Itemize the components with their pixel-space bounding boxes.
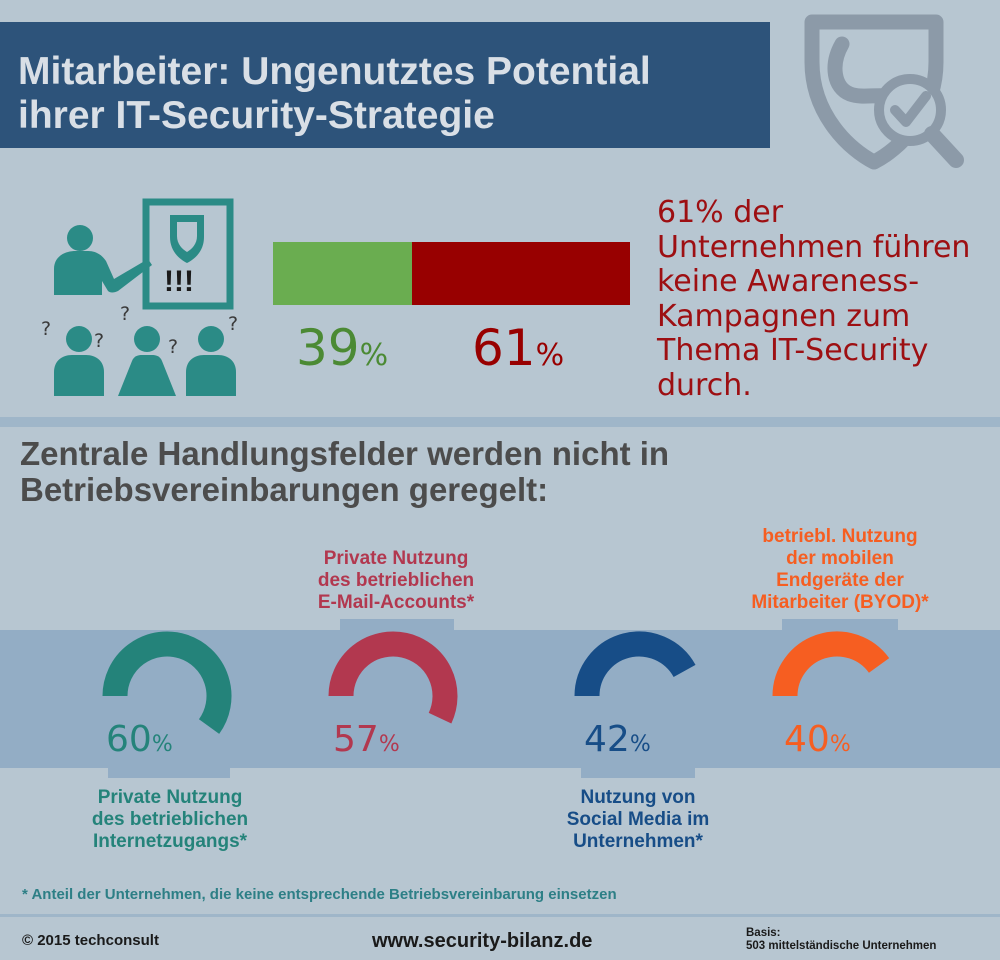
label-line: Nutzung von: [580, 787, 696, 808]
label-line: des betrieblichen: [317, 570, 475, 591]
donut-value-unit: %: [629, 732, 651, 757]
label-line: Private Nutzung: [97, 787, 243, 808]
presentation-icon: !!! ? ? ? ? ?: [41, 198, 238, 396]
awareness-bar-no-segment: [412, 242, 630, 305]
donut-value-2: 42%: [584, 720, 651, 765]
copyright: © 2015 techconsult: [22, 932, 159, 949]
donut-value-unit: %: [829, 732, 851, 757]
donut-value-unit: %: [378, 732, 400, 757]
question-mark-1: ?: [41, 318, 51, 340]
label-line: Mitarbeiter (BYOD)*: [751, 592, 929, 613]
awareness-bar-yes-segment: [273, 242, 412, 305]
label-line: der mobilen: [786, 548, 894, 569]
page-title: Mitarbeiter: Ungenutztes Potential ihrer…: [18, 50, 758, 138]
label-line: des betrieblichen: [91, 809, 249, 830]
section-divider: [0, 417, 1000, 427]
label-line: betriebl. Nutzung: [762, 526, 918, 547]
donut-value-unit: %: [151, 732, 173, 757]
band-tab-1: [108, 766, 230, 778]
donut-label-internet: Private Nutzung des betrieblichen Intern…: [60, 787, 280, 853]
donut-1: [328, 631, 458, 724]
label-line: Unternehmen*: [573, 831, 703, 852]
awareness-no-percent: 61%: [472, 320, 564, 384]
awareness-yes-percent: 39%: [296, 320, 388, 384]
website-link[interactable]: www.security-bilanz.de: [372, 930, 593, 952]
donut-value-1: 57%: [333, 720, 400, 765]
band-tab-4: [782, 619, 898, 631]
basis-note: Basis: 503 mittelständische Unternehmen: [746, 927, 936, 953]
section-heading-line-2: Betriebsvereinbarungen geregelt:: [20, 471, 549, 508]
awareness-no-unit: %: [535, 338, 565, 373]
section-heading: Zentrale Handlungsfelder werden nicht in…: [20, 436, 920, 508]
donut-arc-2: [574, 631, 696, 697]
question-mark-2: ?: [120, 303, 130, 325]
donut-0: [102, 631, 232, 734]
board-exclamation-text: !!!: [164, 265, 194, 298]
page-title-line-2: ihrer IT-Security-Strategie: [18, 94, 495, 137]
label-line: Social Media im: [566, 809, 710, 830]
question-mark-3: ?: [94, 330, 104, 352]
donut-2: [574, 631, 696, 697]
footnote: * Anteil der Unternehmen, die keine ents…: [22, 886, 617, 903]
question-mark-4: ?: [168, 336, 178, 358]
footer-divider: [0, 914, 1000, 917]
title-banner: Mitarbeiter: Ungenutztes Potential ihrer…: [0, 22, 770, 148]
donut-arc-0: [102, 631, 232, 734]
question-mark-5: ?: [228, 313, 238, 335]
basis-text: 503 mittelständische Unternehmen: [746, 940, 937, 952]
donut-value-number: 60: [106, 719, 152, 760]
donut-label-byod: betriebl. Nutzung der mobilen Endgeräte …: [720, 526, 960, 614]
awareness-yes-unit: %: [359, 338, 389, 373]
awareness-statement: 61% der Unternehmen führen keine Awarene…: [657, 195, 971, 403]
donut-value-number: 57: [333, 719, 379, 760]
awareness-yes-value: 39: [296, 319, 360, 377]
shield-magnifier-icon: [804, 14, 964, 170]
donut-value-3: 40%: [784, 720, 851, 765]
label-line: Internetzugangs*: [92, 831, 248, 852]
donut-value-number: 40: [784, 719, 830, 760]
donut-arc-3: [772, 631, 890, 697]
label-line: Endgeräte der: [776, 570, 904, 591]
page-title-line-1: Mitarbeiter: Ungenutztes Potential: [18, 50, 651, 93]
band-tab-3: [581, 766, 695, 778]
donut-label-email: Private Nutzung des betrieblichen E-Mail…: [286, 548, 506, 614]
awareness-no-value: 61: [472, 319, 536, 377]
donut-3: [772, 631, 890, 697]
label-line: Private Nutzung: [323, 548, 469, 569]
donut-label-social-media: Nutzung von Social Media im Unternehmen*: [528, 787, 748, 853]
donut-value-number: 42: [584, 719, 630, 760]
label-line: E-Mail-Accounts*: [317, 592, 475, 613]
band-tab-2: [340, 619, 454, 631]
donut-arc-1: [328, 631, 458, 724]
donut-value-0: 60%: [106, 720, 173, 765]
section-heading-line-1: Zentrale Handlungsfelder werden nicht in: [20, 435, 670, 472]
basis-label: Basis:: [746, 927, 781, 939]
